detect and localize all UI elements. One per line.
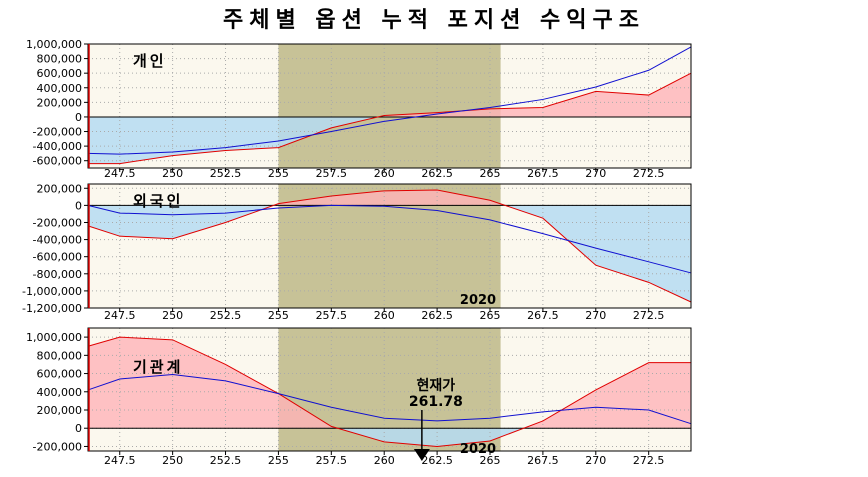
x-tick-label: 265 — [480, 309, 501, 322]
x-tick-label: 250 — [162, 454, 183, 467]
y-tick-label: 0 — [75, 199, 82, 212]
loss-area — [88, 116, 378, 164]
x-tick-label: 250 — [162, 309, 183, 322]
x-tick-label: 260 — [374, 167, 395, 180]
x-tick-label: 255 — [268, 454, 289, 467]
plot-frame — [87, 183, 692, 309]
x-tick-label: 265 — [480, 167, 501, 180]
x-tick-label: 262.5 — [421, 454, 453, 467]
chart-panel-3: 1,000,000 800,000 600,000 400,000 200,000 0 -2… — [26, 327, 692, 467]
x-tick-label: 272.5 — [633, 454, 665, 467]
x-tick-label: 272.5 — [633, 167, 665, 180]
y-tick-label: -200,000 — [33, 126, 82, 139]
x-tick-label: 252.5 — [210, 454, 242, 467]
panel-label: 외국인 — [133, 192, 183, 210]
x-tick-label: 270 — [585, 167, 606, 180]
x-tick-label: 272.5 — [633, 309, 665, 322]
x-tick-label: 257.5 — [316, 454, 348, 467]
current-price-value: 261.78 — [409, 394, 463, 410]
y-tick-label: 400,000 — [37, 386, 83, 399]
current-price-label: 현재가 — [417, 378, 456, 394]
x-tick-label: 270 — [585, 454, 606, 467]
y-tick-label: 0 — [75, 422, 82, 435]
series-line-expiry — [87, 189, 692, 303]
x-tick-label: 252.5 — [210, 167, 242, 180]
y-tick-label: 600,000 — [37, 67, 83, 80]
profit-area — [88, 189, 691, 206]
y-tick-label: -200,000 — [33, 216, 82, 229]
x-tick-label: 267.5 — [527, 309, 559, 322]
x-tick-label: 262.5 — [421, 167, 453, 180]
x-tick-label: 250 — [162, 167, 183, 180]
y-tick-label: 800,000 — [37, 53, 83, 66]
y-tick-label: 400,000 — [37, 82, 83, 95]
x-tick-label: 247.5 — [104, 454, 136, 467]
y-tick-label: -400,000 — [33, 140, 82, 153]
y-tick-label: 0 — [75, 111, 82, 124]
x-tick-label: 265 — [480, 454, 501, 467]
x-tick-label: 260 — [374, 454, 395, 467]
highlight-band — [278, 44, 501, 168]
y-tick-label: -600,000 — [33, 251, 82, 264]
x-tick-label: 255 — [268, 309, 289, 322]
y-tick-label: -1,000,000 — [22, 285, 82, 298]
profit-area — [88, 73, 691, 117]
plot-frame — [87, 327, 692, 452]
y-tick-label: 800,000 — [37, 349, 83, 362]
x-tick-label: 270 — [585, 309, 606, 322]
series-line-current — [87, 204, 692, 274]
chart-panel-2: 200,000 0 -200,000 -400,000 -600,000 -800,000… — [22, 182, 692, 322]
y-tick-label: -1,200,000 — [22, 302, 82, 315]
y-tick-label: 200,000 — [37, 182, 83, 195]
y-tick-label: 1,000,000 — [26, 331, 82, 344]
x-tick-label: 247.5 — [104, 309, 136, 322]
y-tick-label: -200,000 — [33, 440, 82, 453]
series-line-expiry — [87, 336, 691, 447]
y-tick-label: -400,000 — [33, 234, 82, 247]
x-tick-label: 262.5 — [421, 309, 453, 322]
x-tick-label: 260 — [374, 309, 395, 322]
y-tick-label: 600,000 — [37, 368, 83, 381]
y-tick-label: 200,000 — [37, 96, 83, 109]
series-line-expiry — [88, 72, 692, 165]
panel-label: 기관계 — [133, 358, 183, 376]
x-tick-label: 267.5 — [527, 167, 559, 180]
page-title: 주체별 옵션 누적 포지션 수익구조 — [223, 7, 645, 33]
panel-label: 개인 — [133, 52, 167, 70]
y-tick-label: 200,000 — [37, 404, 83, 417]
profit-area — [88, 337, 691, 429]
x-tick-label: 255 — [268, 167, 289, 180]
y-tick-label: -600,000 — [33, 155, 82, 168]
current-price-arrow — [413, 449, 430, 461]
x-tick-label: 257.5 — [316, 309, 348, 322]
y-tick-label: 1,000,000 — [26, 38, 82, 51]
x-tick-label: 252.5 — [210, 309, 242, 322]
x-tick-label: 247.5 — [104, 167, 136, 180]
series-line-current — [87, 46, 692, 155]
plot-frame — [87, 43, 692, 169]
x-tick-label: 257.5 — [316, 167, 348, 180]
year-annotation: 2020 — [460, 293, 496, 308]
x-tick-label: 267.5 — [527, 454, 559, 467]
loss-area — [88, 205, 691, 303]
series-line-current — [87, 373, 692, 425]
y-tick-label: -800,000 — [33, 268, 82, 281]
year-annotation: 2020 — [460, 442, 496, 457]
